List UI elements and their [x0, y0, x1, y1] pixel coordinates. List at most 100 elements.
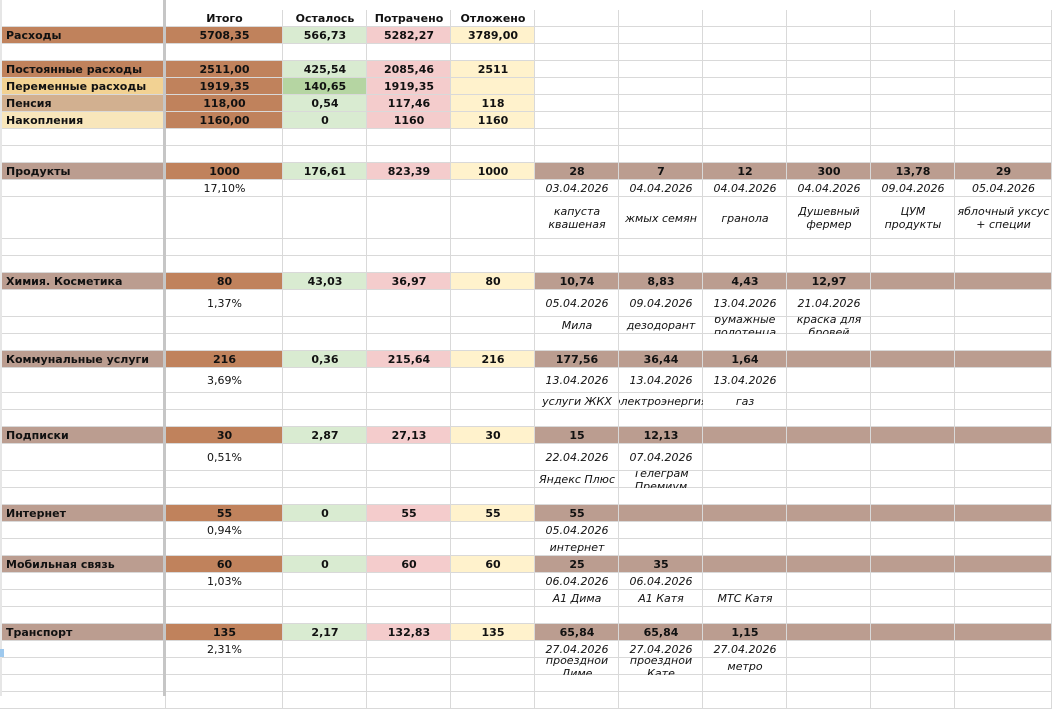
empty-cell[interactable] — [619, 393, 703, 410]
empty-cell[interactable] — [451, 410, 535, 427]
empty-cell[interactable] — [367, 675, 451, 692]
empty-cell[interactable] — [955, 95, 1052, 112]
empty-cell[interactable] — [619, 317, 703, 334]
empty-cell[interactable] — [787, 590, 871, 607]
group-value-cell[interactable] — [367, 78, 451, 95]
empty-cell[interactable] — [955, 410, 1052, 427]
empty-cell[interactable] — [166, 641, 283, 658]
summary-value-cell[interactable] — [283, 27, 367, 44]
empty-cell[interactable] — [619, 573, 703, 590]
empty-cell[interactable] — [451, 317, 535, 334]
empty-cell[interactable] — [619, 368, 703, 393]
empty-cell[interactable] — [955, 78, 1052, 95]
empty-cell[interactable] — [535, 256, 619, 273]
empty-cell[interactable] — [0, 675, 166, 692]
empty-cell[interactable] — [619, 239, 703, 256]
empty-cell[interactable] — [451, 180, 535, 197]
empty-cell[interactable] — [955, 61, 1052, 78]
empty-cell[interactable] — [955, 471, 1052, 488]
empty-cell[interactable] — [166, 573, 283, 590]
empty-cell[interactable] — [871, 27, 955, 44]
empty-cell[interactable] — [535, 573, 619, 590]
empty-cell[interactable] — [871, 290, 955, 317]
category-row-cell[interactable] — [703, 273, 787, 290]
empty-cell[interactable] — [166, 393, 283, 410]
empty-cell[interactable] — [283, 146, 367, 163]
empty-cell[interactable] — [166, 692, 283, 709]
summary-value-cell[interactable] — [451, 27, 535, 44]
category-row-cell[interactable] — [535, 163, 619, 180]
empty-cell[interactable] — [787, 197, 871, 239]
empty-cell[interactable] — [535, 410, 619, 427]
empty-cell[interactable] — [451, 444, 535, 471]
empty-cell[interactable] — [955, 44, 1052, 61]
empty-cell[interactable] — [451, 256, 535, 273]
empty-cell[interactable] — [787, 290, 871, 317]
empty-cell[interactable] — [283, 471, 367, 488]
category-spent-cell[interactable] — [367, 427, 451, 444]
group-value-cell[interactable] — [166, 112, 283, 129]
empty-cell[interactable] — [166, 146, 283, 163]
empty-cell[interactable] — [367, 44, 451, 61]
empty-cell[interactable] — [619, 658, 703, 675]
empty-cell[interactable] — [703, 10, 787, 27]
empty-cell[interactable] — [166, 180, 283, 197]
category-planned-cell[interactable] — [451, 351, 535, 368]
empty-cell[interactable] — [166, 44, 283, 61]
empty-cell[interactable] — [871, 180, 955, 197]
empty-cell[interactable] — [0, 334, 166, 351]
category-row-cell[interactable] — [535, 505, 619, 522]
empty-cell[interactable] — [535, 317, 619, 334]
empty-cell[interactable] — [787, 44, 871, 61]
category-row-cell[interactable] — [703, 505, 787, 522]
empty-cell[interactable] — [451, 393, 535, 410]
empty-cell[interactable] — [535, 146, 619, 163]
empty-cell[interactable] — [367, 334, 451, 351]
empty-cell[interactable] — [955, 112, 1052, 129]
empty-cell[interactable] — [0, 444, 166, 471]
empty-cell[interactable] — [367, 368, 451, 393]
empty-cell[interactable] — [367, 471, 451, 488]
empty-cell[interactable] — [787, 607, 871, 624]
empty-cell[interactable] — [787, 539, 871, 556]
empty-cell[interactable] — [787, 180, 871, 197]
group-value-cell[interactable] — [283, 78, 367, 95]
empty-cell[interactable] — [955, 239, 1052, 256]
empty-cell[interactable] — [787, 146, 871, 163]
empty-cell[interactable] — [703, 590, 787, 607]
empty-cell[interactable] — [451, 334, 535, 351]
group-value-cell[interactable] — [451, 78, 535, 95]
empty-cell[interactable] — [703, 471, 787, 488]
empty-cell[interactable] — [367, 590, 451, 607]
empty-cell[interactable] — [871, 129, 955, 146]
empty-cell[interactable] — [166, 334, 283, 351]
empty-cell[interactable] — [619, 607, 703, 624]
empty-cell[interactable] — [955, 607, 1052, 624]
empty-cell[interactable] — [283, 573, 367, 590]
empty-cell[interactable] — [955, 290, 1052, 317]
category-spent-cell[interactable] — [367, 163, 451, 180]
empty-cell[interactable] — [535, 180, 619, 197]
empty-cell[interactable] — [166, 658, 283, 675]
empty-cell[interactable] — [619, 256, 703, 273]
empty-cell[interactable] — [0, 692, 166, 709]
empty-cell[interactable] — [535, 607, 619, 624]
group-value-cell[interactable] — [283, 112, 367, 129]
empty-cell[interactable] — [787, 129, 871, 146]
empty-cell[interactable] — [283, 290, 367, 317]
empty-cell[interactable] — [166, 256, 283, 273]
empty-cell[interactable] — [703, 256, 787, 273]
category-row-cell[interactable] — [871, 505, 955, 522]
empty-cell[interactable] — [787, 368, 871, 393]
empty-cell[interactable] — [703, 180, 787, 197]
category-planned-cell[interactable] — [451, 624, 535, 641]
empty-cell[interactable] — [787, 675, 871, 692]
empty-cell[interactable] — [451, 290, 535, 317]
empty-cell[interactable] — [955, 146, 1052, 163]
empty-cell[interactable] — [283, 658, 367, 675]
category-row-cell[interactable] — [535, 556, 619, 573]
empty-cell[interactable] — [0, 180, 166, 197]
empty-cell[interactable] — [619, 641, 703, 658]
empty-cell[interactable] — [283, 522, 367, 539]
empty-cell[interactable] — [871, 61, 955, 78]
